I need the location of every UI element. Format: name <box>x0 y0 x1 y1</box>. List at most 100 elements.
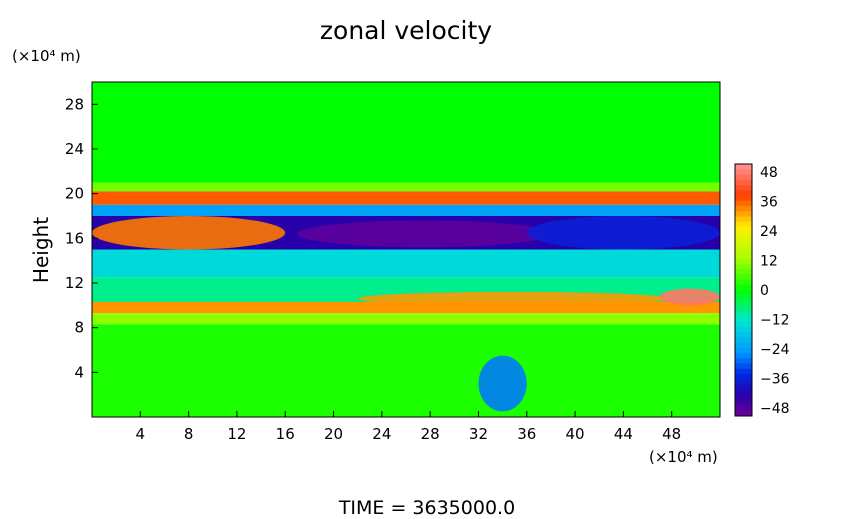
colorbar-swatch <box>735 316 752 322</box>
colorbar-swatch <box>735 400 752 406</box>
feature-4 <box>659 288 720 306</box>
y-tick-label: 12 <box>65 274 84 292</box>
colorbar-swatch <box>735 284 752 291</box>
colorbar-swatch <box>735 395 752 401</box>
colorbar: 48 36 24 12 0 −12 −24 −36 −48 <box>734 163 790 417</box>
colorbar-swatch <box>735 248 752 254</box>
plot-frame <box>91 81 721 418</box>
colorbar-swatch <box>735 269 752 275</box>
colorbar-swatch <box>735 384 752 391</box>
colorbar-swatch <box>735 200 752 207</box>
colorbar-swatch <box>735 274 752 280</box>
colorbar-swatch <box>735 242 752 249</box>
colorbar-tick-label: 12 <box>760 254 778 270</box>
colorbar-swatch <box>735 227 752 233</box>
feature-2 <box>526 216 720 250</box>
colorbar-swatch <box>735 211 752 217</box>
band-7 <box>92 301 720 314</box>
x-tick-label: 12 <box>227 425 246 443</box>
band-8 <box>92 313 720 325</box>
colorbar-tick-label: 36 <box>760 195 778 211</box>
colorbar-swatch <box>735 169 752 175</box>
colorbar-swatch <box>735 363 752 370</box>
band-0 <box>92 82 720 183</box>
y-tick-label: 16 <box>65 229 84 247</box>
x-tick-label: 8 <box>184 425 194 443</box>
x-tick-label: 48 <box>662 425 681 443</box>
colorbar-swatch <box>735 368 752 375</box>
colorbar-swatch <box>735 379 752 385</box>
band-3 <box>92 204 720 216</box>
x-tick-label: 20 <box>324 425 343 443</box>
colorbar-swatch <box>735 305 752 312</box>
colorbar-swatch <box>735 174 752 181</box>
x-tick-label: 16 <box>276 425 295 443</box>
colorbar-swatch <box>735 347 752 354</box>
colorbar-swatch <box>735 253 752 259</box>
y-tick-label: 24 <box>65 140 84 158</box>
colorbar-swatch <box>735 332 752 338</box>
colorbar-swatch <box>735 389 752 396</box>
x-tick-label: 40 <box>566 425 585 443</box>
colorbar-swatch <box>735 358 752 364</box>
colorbar-swatch <box>735 216 752 223</box>
colorbar-swatch <box>735 405 752 412</box>
feature-1 <box>297 220 551 248</box>
band-5 <box>92 249 720 278</box>
colorbar-swatch <box>735 185 752 191</box>
x-tick-label: 24 <box>372 425 391 443</box>
heatmap-features <box>92 216 720 412</box>
y-tick-label: 4 <box>74 363 84 381</box>
colorbar-swatch <box>735 410 752 417</box>
y-tick-label: 20 <box>65 185 84 203</box>
x-tick-label: 32 <box>469 425 488 443</box>
band-2 <box>92 191 720 205</box>
time-annotation: TIME = 3635000.0 <box>338 497 515 519</box>
x-tick-label: 4 <box>136 425 146 443</box>
x-tick-label: 44 <box>614 425 633 443</box>
colorbar-swatch <box>735 374 752 380</box>
colorbar-swatch <box>735 179 752 186</box>
band-9 <box>92 324 720 417</box>
y-tick-label: 8 <box>74 319 84 337</box>
colorbar-swatch <box>735 342 752 349</box>
colorbar-tick-label: 24 <box>760 224 778 240</box>
colorbar-swatch <box>735 353 752 359</box>
colorbar-swatch <box>735 164 752 170</box>
y-axis-label: Height <box>29 217 53 283</box>
chart-title: zonal velocity <box>320 16 492 45</box>
colorbar-swatch <box>735 290 752 296</box>
colorbar-swatch <box>735 190 752 196</box>
y-axis: 4 8 12 16 20 24 28 <box>65 95 98 381</box>
colorbar-swatch <box>735 221 752 228</box>
colorbar-swatch <box>735 279 752 286</box>
band-1 <box>92 182 720 192</box>
colorbar-tick-label: −24 <box>760 342 790 358</box>
feature-5 <box>478 355 527 412</box>
y-unit-label: (×10⁴ m) <box>12 47 81 65</box>
y-tick-label: 28 <box>65 95 84 113</box>
x-tick-label: 28 <box>421 425 440 443</box>
colorbar-swatch <box>735 237 752 244</box>
colorbar-tick-label: 48 <box>760 165 778 181</box>
colorbar-swatch <box>735 195 752 202</box>
colorbar-swatch <box>735 295 752 301</box>
colorbar-swatch <box>735 337 752 343</box>
feature-3 <box>357 291 672 306</box>
colorbar-swatch <box>735 206 752 212</box>
colorbar-tick-label: −48 <box>760 401 790 417</box>
colorbar-tick-label: −12 <box>760 313 790 329</box>
feature-0 <box>92 216 286 250</box>
colorbar-swatch <box>735 311 752 317</box>
colorbar-swatch <box>735 263 752 270</box>
heatmap-field <box>92 82 720 417</box>
colorbar-frame <box>734 163 753 417</box>
colorbar-tick-label: 0 <box>760 283 769 299</box>
colorbar-swatch <box>735 326 752 333</box>
x-tick-label: 36 <box>517 425 536 443</box>
colorbar-swatch <box>735 232 752 238</box>
colorbar-swatch <box>735 321 752 328</box>
colorbar-tick-label: −36 <box>760 372 790 388</box>
colorbar-swatch <box>735 300 752 307</box>
